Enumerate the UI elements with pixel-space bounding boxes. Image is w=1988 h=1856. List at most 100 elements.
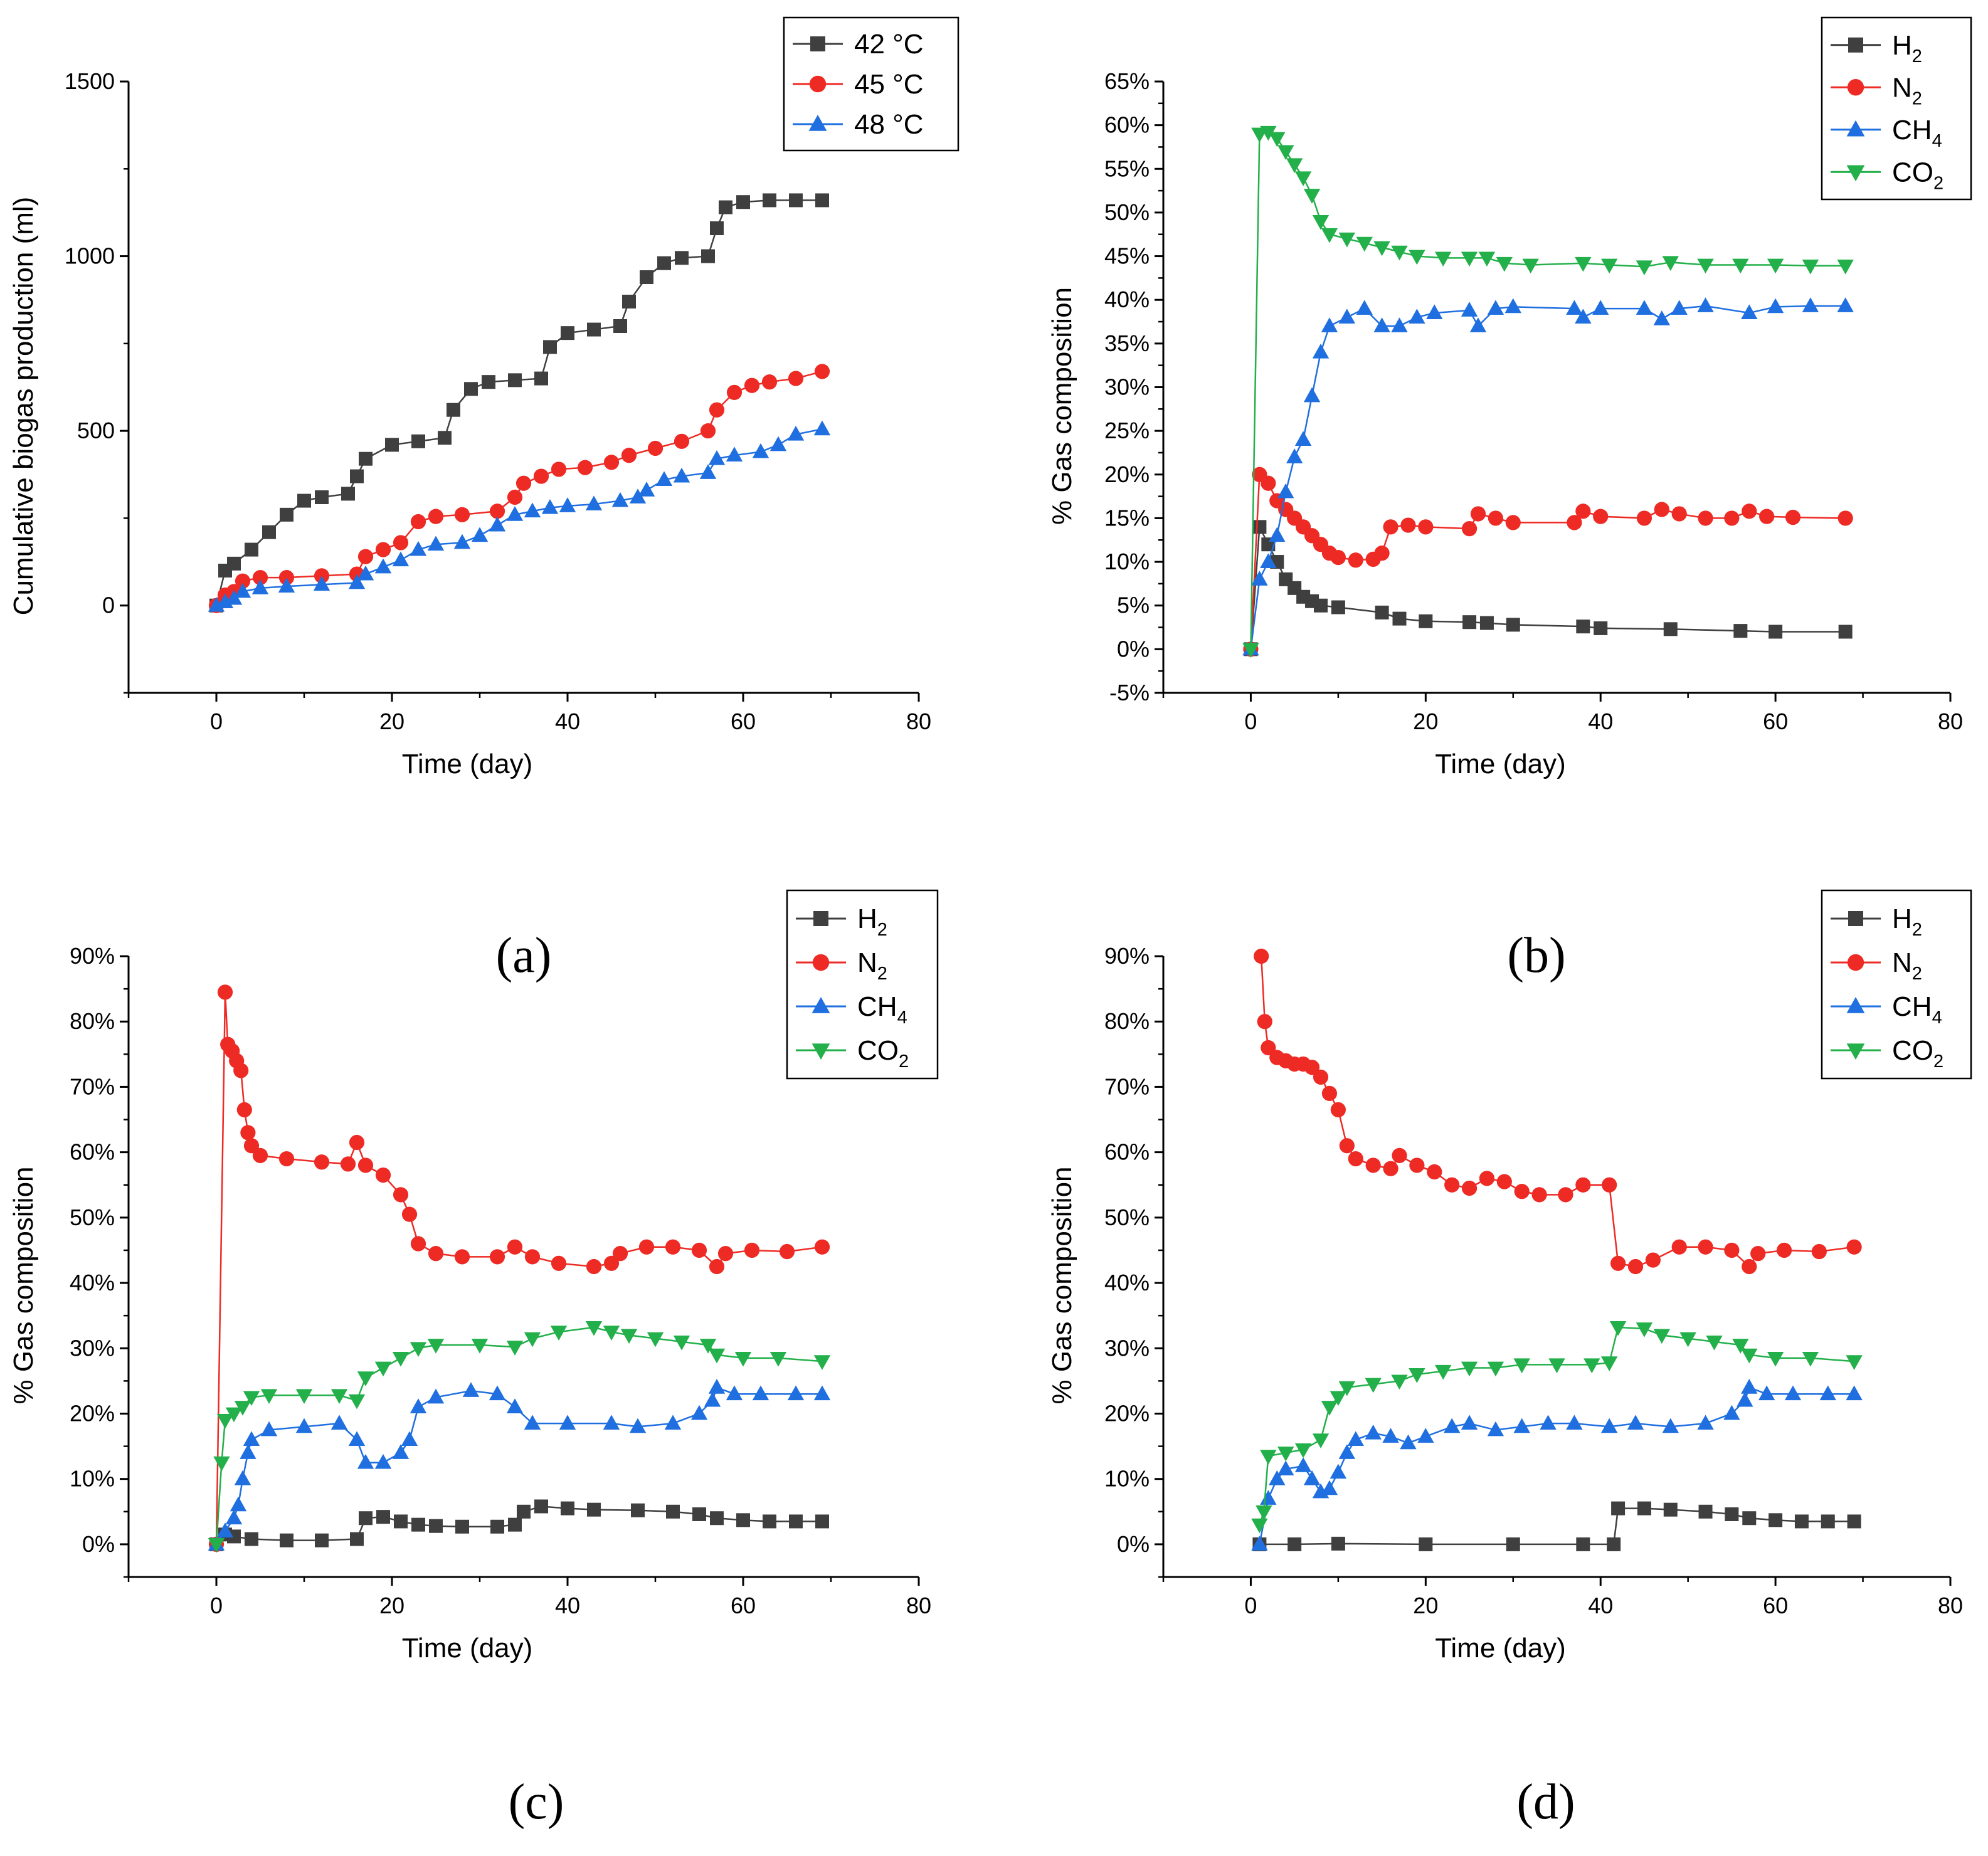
data-point bbox=[1627, 1415, 1644, 1430]
data-point bbox=[1802, 1351, 1819, 1367]
data-point bbox=[234, 1470, 251, 1485]
data-point bbox=[236, 1102, 252, 1117]
legend-marker bbox=[1847, 79, 1864, 96]
data-point bbox=[585, 495, 603, 511]
data-point bbox=[225, 1407, 243, 1423]
data-point bbox=[453, 534, 471, 549]
data-point bbox=[699, 464, 717, 479]
y-tick-label: 60% bbox=[1104, 1139, 1150, 1165]
series-N2 bbox=[1243, 467, 1853, 657]
data-point bbox=[1331, 1536, 1345, 1551]
data-point bbox=[1365, 1157, 1381, 1173]
data-point bbox=[1566, 1415, 1583, 1430]
data-point bbox=[665, 1239, 681, 1255]
y-tick-label: 70% bbox=[70, 1073, 115, 1099]
data-point bbox=[1462, 615, 1477, 630]
data-point bbox=[1470, 506, 1486, 522]
data-point bbox=[673, 467, 690, 483]
data-point bbox=[348, 1431, 366, 1447]
data-point bbox=[516, 475, 532, 491]
data-point bbox=[1286, 448, 1303, 463]
x-tick-label: 40 bbox=[555, 709, 580, 734]
data-point bbox=[551, 1255, 567, 1271]
y-tick-label: 45% bbox=[1104, 243, 1150, 269]
data-point bbox=[260, 1389, 278, 1405]
data-point bbox=[359, 1511, 373, 1526]
data-point bbox=[1409, 250, 1425, 265]
legend-label-text: 48 °C bbox=[854, 109, 924, 140]
legend-marker bbox=[810, 36, 825, 51]
data-point bbox=[710, 221, 724, 235]
data-point bbox=[1733, 624, 1748, 638]
legend-marker bbox=[1846, 1043, 1865, 1060]
data-point bbox=[1513, 1358, 1530, 1374]
data-point bbox=[1488, 510, 1503, 526]
data-point bbox=[577, 460, 593, 475]
y-tick-label: 30% bbox=[70, 1335, 115, 1361]
data-point bbox=[1663, 1502, 1678, 1517]
data-point bbox=[534, 371, 548, 386]
data-point bbox=[524, 502, 541, 518]
y-tick-label: 60% bbox=[1104, 112, 1150, 138]
legend-marker bbox=[812, 997, 830, 1013]
series-N2 bbox=[208, 984, 830, 1552]
x-axis-label: Time (day) bbox=[402, 1633, 533, 1664]
data-point bbox=[1277, 1460, 1294, 1475]
data-point bbox=[1636, 1322, 1653, 1337]
data-point bbox=[1698, 1239, 1713, 1255]
data-point bbox=[1698, 1504, 1713, 1519]
data-point bbox=[647, 1332, 664, 1347]
data-point bbox=[1277, 483, 1294, 498]
data-point bbox=[524, 1415, 541, 1430]
data-point bbox=[1304, 1060, 1320, 1075]
data-point bbox=[1594, 621, 1608, 635]
data-point bbox=[719, 200, 732, 214]
data-point bbox=[489, 516, 506, 532]
data-point bbox=[1671, 506, 1687, 522]
data-point bbox=[1365, 1424, 1382, 1440]
data-point bbox=[1741, 1348, 1758, 1364]
y-tick-label: 30% bbox=[1104, 374, 1150, 400]
data-point bbox=[393, 1187, 409, 1203]
x-tick-label: 60 bbox=[1763, 709, 1788, 734]
legend-label-text: CH bbox=[1892, 115, 1932, 145]
data-point bbox=[315, 490, 329, 504]
x-tick-label: 80 bbox=[906, 709, 931, 734]
y-tick-label: 10% bbox=[70, 1466, 115, 1492]
data-point bbox=[260, 1421, 278, 1437]
data-point bbox=[1427, 1164, 1442, 1179]
data-point bbox=[657, 256, 671, 270]
data-point bbox=[1338, 232, 1356, 248]
data-point bbox=[1419, 1537, 1433, 1551]
data-point bbox=[585, 1321, 603, 1336]
data-point bbox=[455, 1519, 469, 1534]
data-point bbox=[297, 493, 311, 508]
data-point bbox=[1312, 344, 1330, 359]
data-point bbox=[1479, 1171, 1495, 1186]
data-point bbox=[704, 1391, 721, 1407]
legend-label-text: CH bbox=[857, 991, 897, 1022]
data-point bbox=[1383, 1161, 1398, 1176]
legend-label: N2 bbox=[1892, 72, 1922, 108]
data-point bbox=[1347, 1431, 1364, 1447]
data-point bbox=[245, 542, 258, 557]
data-point bbox=[1409, 1157, 1425, 1173]
data-point bbox=[726, 1385, 743, 1401]
data-point bbox=[375, 1168, 391, 1183]
data-point bbox=[534, 1499, 548, 1514]
legend-label: 42 °C bbox=[854, 29, 924, 60]
series-CO2 bbox=[208, 1321, 831, 1553]
data-point bbox=[1609, 1321, 1627, 1336]
data-point bbox=[1750, 1246, 1766, 1262]
data-point bbox=[1723, 1405, 1740, 1420]
y-tick-label: 20% bbox=[70, 1400, 115, 1426]
data-point bbox=[1252, 520, 1267, 534]
data-point bbox=[1576, 1537, 1590, 1551]
data-point bbox=[813, 1385, 831, 1401]
data-point bbox=[1260, 1450, 1277, 1465]
data-point bbox=[1496, 1174, 1512, 1189]
data-point bbox=[508, 373, 522, 388]
y-tick-label: 20% bbox=[1104, 461, 1150, 487]
data-point bbox=[1742, 504, 1757, 519]
